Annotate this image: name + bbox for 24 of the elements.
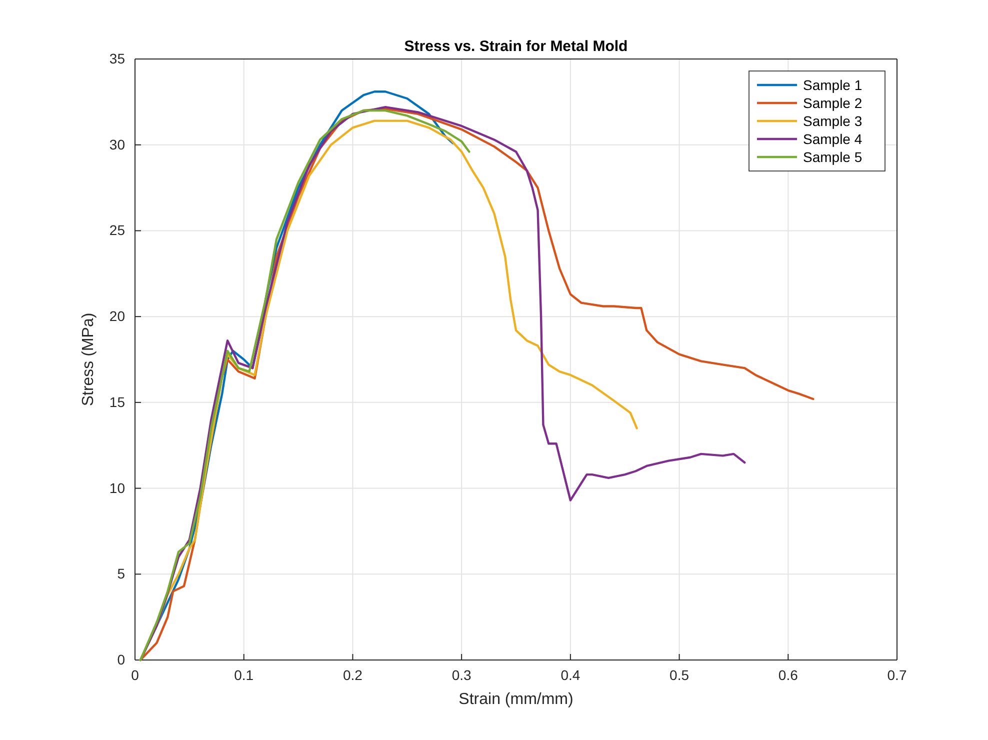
y-tick-label: 0 bbox=[117, 651, 126, 668]
legend-label: Sample 1 bbox=[803, 77, 862, 93]
x-axis-title: Strain (mm/mm) bbox=[458, 691, 574, 708]
y-axis-title: Stress (MPa) bbox=[80, 312, 97, 406]
y-tick-label: 5 bbox=[117, 566, 126, 582]
x-tick-label: 0.5 bbox=[670, 666, 690, 683]
x-tick-label: 0.3 bbox=[452, 666, 472, 683]
x-tick-label: 0 bbox=[131, 666, 140, 683]
x-tick-label: 0.2 bbox=[342, 666, 363, 683]
x-tick-label: 0.4 bbox=[560, 666, 580, 683]
x-tick-label: 0.7 bbox=[887, 666, 907, 683]
x-tick-label: 0.6 bbox=[778, 666, 798, 683]
y-tick-label: 20 bbox=[109, 308, 126, 324]
y-tick-label: 35 bbox=[109, 50, 126, 66]
legend-label: Sample 4 bbox=[803, 131, 862, 147]
y-tick-label: 30 bbox=[109, 136, 126, 152]
y-tick-label: 25 bbox=[109, 222, 126, 238]
legend-label: Sample 3 bbox=[803, 113, 862, 129]
y-tick-label: 10 bbox=[109, 480, 126, 496]
chart-title: Stress vs. Strain for Metal Mold bbox=[404, 38, 628, 55]
x-tick-label: 0.1 bbox=[234, 666, 254, 683]
legend-label: Sample 2 bbox=[803, 95, 862, 111]
legend-label: Sample 5 bbox=[803, 149, 862, 165]
y-tick-label: 15 bbox=[109, 394, 126, 410]
